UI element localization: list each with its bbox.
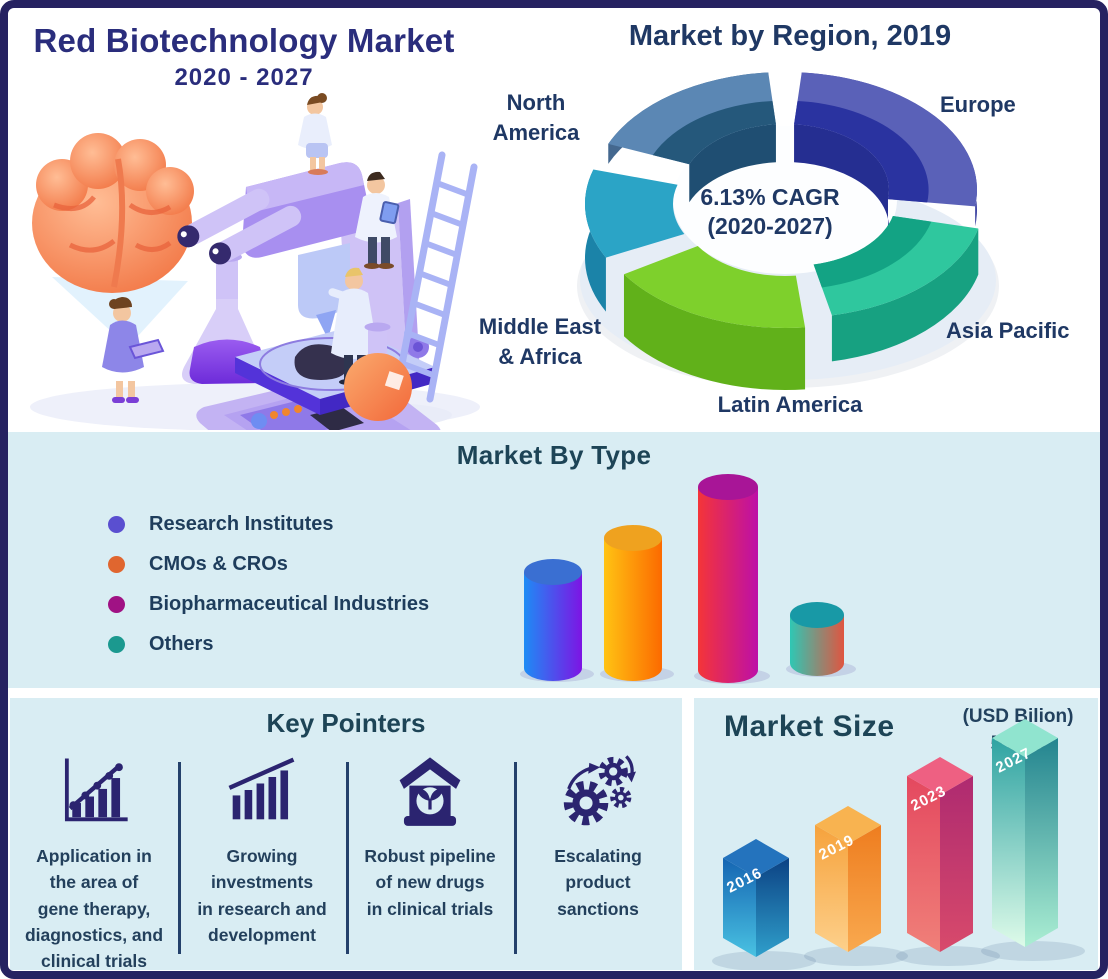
gears-icon xyxy=(563,755,636,826)
region-cagr-label: 6.13% CAGR (2020-2027) xyxy=(700,184,840,239)
key-pointer-text: Robust pipeline of new drugs in clinical … xyxy=(364,846,496,919)
key-pointer-text: Application in the area of gene therapy, d… xyxy=(24,846,164,971)
type-bar-chart xyxy=(520,474,856,684)
key-pointer-item-2: Growing investments in research and develo… xyxy=(178,752,346,948)
region-label-north-america: North America xyxy=(492,90,580,145)
legend-dot-icon xyxy=(108,515,125,533)
legend-dot-icon xyxy=(108,635,125,653)
page-title: Red Biotechnology Market xyxy=(33,22,455,59)
laboratory-illustration xyxy=(30,93,480,430)
divider xyxy=(514,762,517,954)
key-pointer-text: Growing investments in research and develo… xyxy=(197,846,327,945)
legend-item-cmos-cros: CMOs & CROs xyxy=(108,544,429,584)
scientist-clipboard-figure xyxy=(355,171,400,269)
rising-bars-icon xyxy=(228,757,295,820)
market-size-title: Market Size xyxy=(724,710,895,743)
brain-icon xyxy=(32,133,194,293)
donut-segment-europe xyxy=(794,72,977,238)
ladder-icon xyxy=(394,151,478,403)
market-size-unit: (USD Bilion) xyxy=(962,706,1074,727)
key-pointer-text: Escalating product sanctions xyxy=(554,846,642,919)
market-by-type-title: Market By Type xyxy=(456,440,652,470)
key-pointers-title: Key Pointers xyxy=(266,708,426,738)
donut-segment-middle-east-africa xyxy=(585,169,685,312)
scientist-tablet-figure xyxy=(102,297,165,403)
size-bar-2023: 2023 xyxy=(896,757,1000,966)
legend-item-others: Others xyxy=(108,624,429,664)
donut-segment-asia-pacific xyxy=(813,215,979,362)
region-label-latin-america: Latin America xyxy=(717,392,863,417)
type-bar-1 xyxy=(600,525,674,682)
region-label-asia-pacific: Asia Pacific xyxy=(946,318,1070,343)
region-label-europe: Europe xyxy=(940,92,1016,117)
type-bar-2 xyxy=(694,474,770,684)
type-bar-0 xyxy=(520,559,594,682)
key-pointer-item-3: Robust pipeline of new drugs in clinical … xyxy=(346,752,514,922)
size-bar-2019: 2019 xyxy=(804,806,908,966)
type-legend: Research Institutes CMOs & CROs Biopharm… xyxy=(108,504,429,664)
growth-line-chart-icon xyxy=(64,758,128,822)
region-donut-chart xyxy=(577,72,999,390)
scientist-top-figure xyxy=(298,93,332,175)
donut-segment-north-america xyxy=(608,72,776,203)
region-label-middle-east-africa: Middle East & Africa xyxy=(478,314,602,369)
region-chart-title: Market by Region, 2019 xyxy=(628,20,952,52)
microscope-eyepieces xyxy=(177,188,302,265)
legend-item-research-institutes: Research Institutes xyxy=(108,504,429,544)
size-bar-2027: 2027 xyxy=(981,719,1085,961)
size-bar-2016: 2016 xyxy=(712,839,816,970)
round-flask-icon xyxy=(344,322,412,421)
divider xyxy=(346,762,349,954)
divider xyxy=(178,762,181,954)
key-pointer-item-1: Application in the area of gene therapy, d… xyxy=(10,752,178,974)
legend-item-biopharmaceutical: Biopharmaceutical Industries xyxy=(108,584,429,624)
legend-dot-icon xyxy=(108,595,125,613)
donut-segment-latin-america xyxy=(623,245,806,390)
key-pointer-item-4: Escalating product sanctions xyxy=(514,752,682,922)
legend-dot-icon xyxy=(108,555,125,573)
type-bar-3 xyxy=(786,602,856,677)
page-subtitle: 2020 - 2027 xyxy=(174,64,314,91)
greenhouse-sprout-icon xyxy=(399,757,461,826)
